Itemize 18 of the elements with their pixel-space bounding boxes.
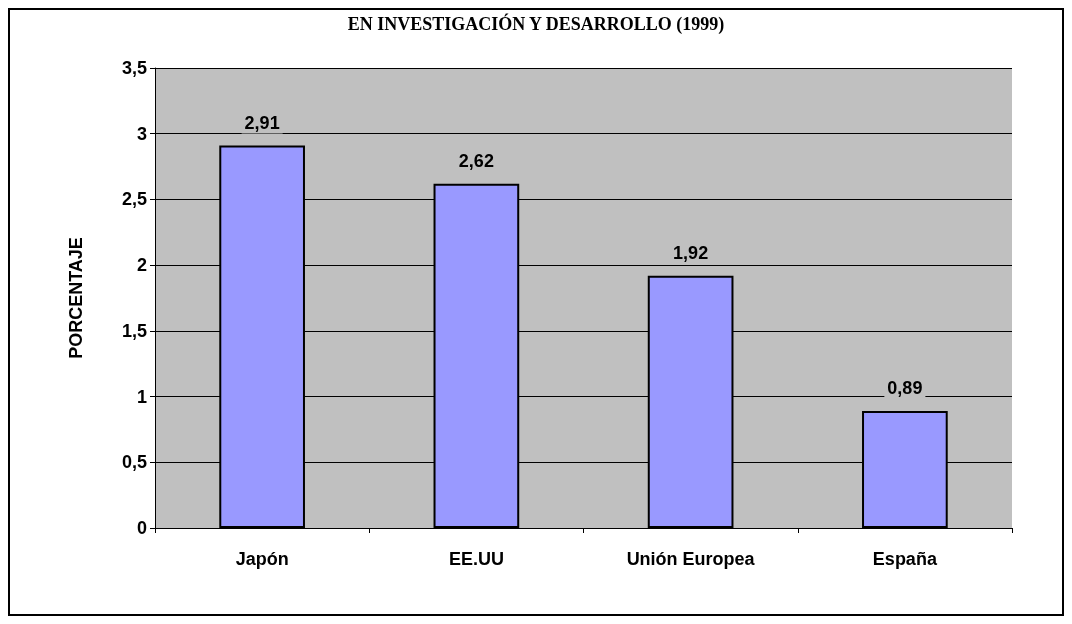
data-label: 2,62 (458, 150, 494, 171)
x-tick-label: Unión Europea (626, 549, 756, 569)
x-tick-label: EE.UU (448, 549, 504, 569)
y-tick-label: 0,5 (121, 452, 147, 473)
x-tick-label: Japón (235, 549, 289, 569)
data-label: 2,91 (244, 112, 280, 133)
chart-title: EN INVESTIGACIÓN Y DESARROLLO (1999) (347, 13, 725, 35)
y-tick-label: 3 (136, 123, 147, 144)
data-label: 1,92 (673, 242, 709, 263)
y-tick-label: 0 (136, 518, 147, 538)
y-tick-label: 1,5 (121, 320, 147, 341)
y-tick-label: 1 (136, 386, 147, 407)
y-tick-label: 3,5 (121, 58, 147, 78)
data-label: 0,89 (887, 378, 923, 399)
x-tick-label: España (872, 549, 938, 569)
y-axis-title: PORCENTAJE (66, 237, 86, 359)
y-tick-label: 2 (136, 255, 147, 276)
y-tick-label: 2,5 (121, 189, 147, 210)
